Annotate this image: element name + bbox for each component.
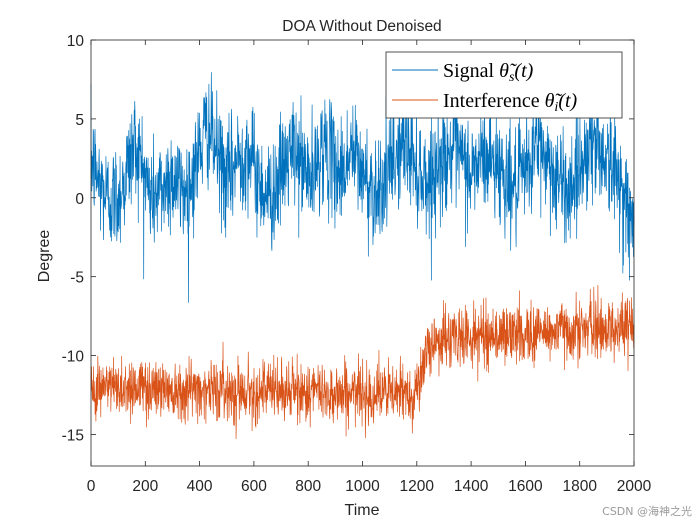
x-tick-label: 1600 [508,478,543,495]
y-tick-label: 5 [75,112,84,129]
series-line-0 [90,72,635,303]
y-tick-label: -10 [62,349,85,366]
y-axis: 10 5 0 -5 -10 -15 [62,33,634,444]
x-tick-label: 1400 [454,478,489,495]
legend-interference-subscript: i [554,100,558,115]
y-tick-label: 0 [75,191,84,208]
legend-signal-suffix: (t) [514,60,533,82]
y-axis-label: Degree [36,230,53,283]
legend-signal-prefix: Signal [443,60,499,82]
legend: Signal θ̃s(t) Interference θ̃i(t) [385,51,623,119]
x-tick-label: 1200 [400,478,435,495]
series-line-1 [90,284,635,439]
legend-signal-subscript: s [509,70,515,85]
x-tick-label: 1800 [562,478,597,495]
legend-label-interference: Interference θ̃i(t) [443,90,578,115]
legend-interference-suffix: (t) [558,90,577,112]
x-tick-label: 400 [187,478,213,495]
x-axis-label: Time [345,502,380,519]
y-tick-label: -5 [70,270,84,287]
x-tick-label: 800 [295,478,321,495]
y-tick-label: -15 [62,427,84,444]
x-tick-label: 200 [132,478,158,495]
x-tick-label: 2000 [617,478,652,495]
legend-label-signal: Signal θ̃s(t) [443,60,534,85]
legend-interference-prefix: Interference [443,90,545,112]
series-group [90,72,635,439]
x-axis: 0 200 400 600 800 1000 1200 1400 1600 1800 2000 [87,40,652,495]
legend-box [385,51,623,119]
y-tick-label: 10 [67,33,85,50]
x-tick-label: 1000 [345,478,380,495]
chart-title: DOA Without Denoised [282,18,441,35]
watermark: CSDN @海神之光 [602,505,692,518]
x-tick-label: 600 [241,478,267,495]
x-tick-label: 0 [87,478,96,495]
